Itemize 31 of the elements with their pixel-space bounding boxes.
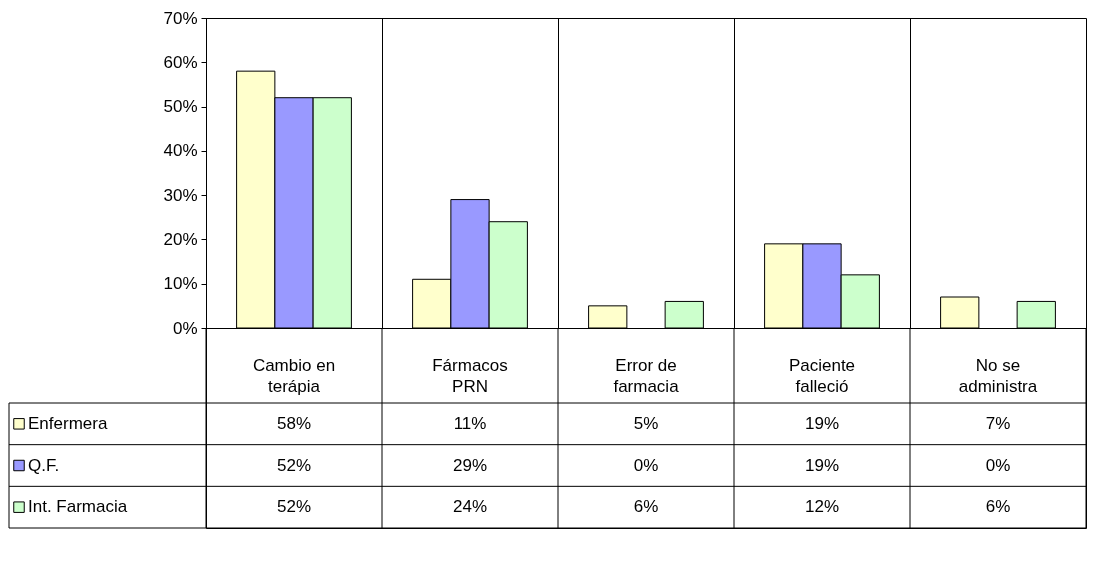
y-tick-label: 0% (172, 318, 198, 338)
y-tick-label: 50% (163, 97, 198, 117)
data-label: 11% (453, 413, 487, 433)
x-tick-label: Error de farmacia (613, 355, 680, 396)
y-tick-label: 70% (163, 8, 198, 28)
data-label: 19% (804, 413, 840, 433)
legend-label: Q.F. (28, 455, 60, 475)
x-tick-label: Paciente falleció (788, 355, 856, 396)
legend-label: Enfermera (28, 413, 108, 433)
data-label: 24% (452, 497, 488, 517)
data-label: 7% (985, 413, 1011, 433)
data-label: 0% (633, 455, 659, 475)
data-label: 29% (452, 455, 488, 475)
data-label: 6% (633, 497, 659, 517)
data-label: 6% (985, 497, 1011, 517)
data-label: 58% (276, 413, 312, 433)
data-label: 5% (633, 413, 659, 433)
data-label: 12% (804, 497, 840, 517)
y-tick-label: 30% (163, 185, 198, 205)
x-tick-label: Fármacos PRN (432, 355, 508, 396)
data-label: 52% (276, 455, 312, 475)
y-tick-label: 40% (163, 141, 198, 161)
legend-label: Int. Farmacia (28, 497, 128, 517)
y-tick-label: 20% (163, 229, 198, 249)
data-label: 52% (276, 497, 312, 517)
data-label: 19% (804, 455, 840, 475)
data-label: 0% (985, 455, 1011, 475)
y-tick-label: 10% (163, 274, 198, 294)
x-tick-label: Cambio en terápia (252, 355, 336, 396)
y-tick-label: 60% (163, 52, 198, 72)
x-tick-label: No se administra (958, 355, 1038, 396)
